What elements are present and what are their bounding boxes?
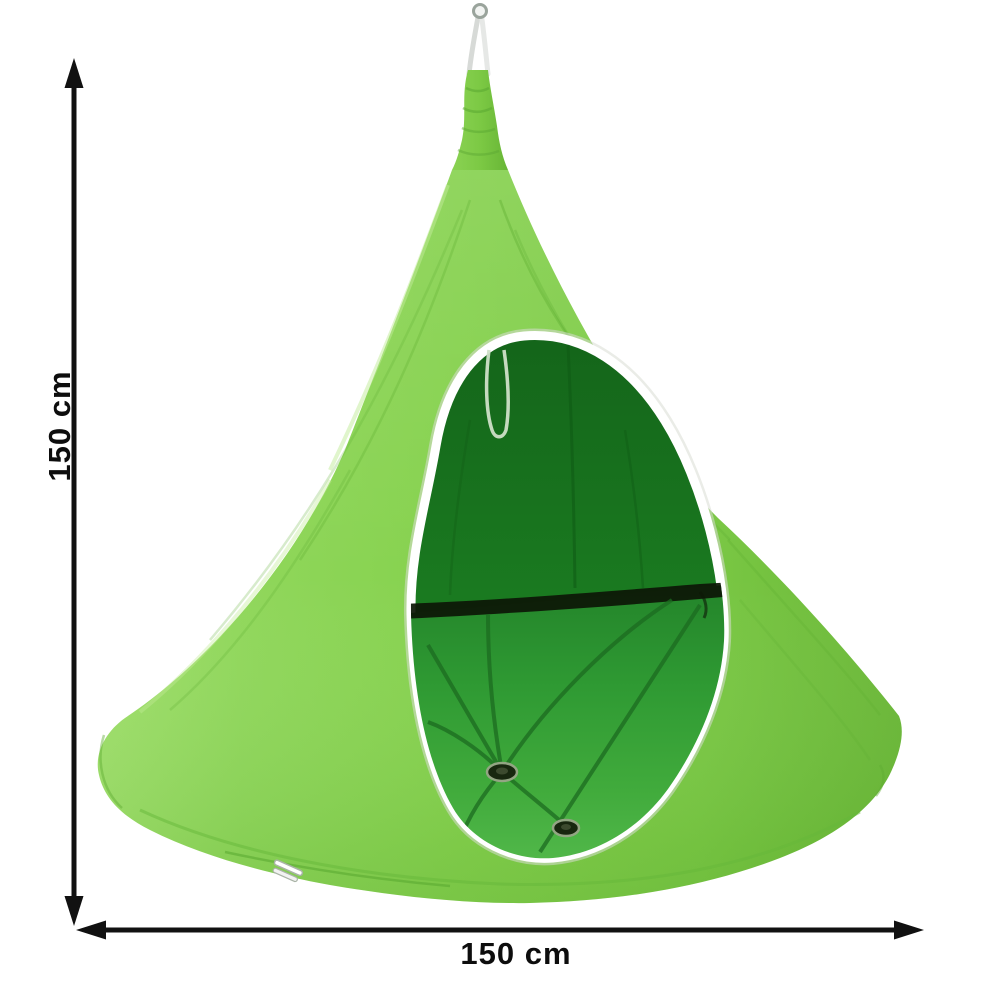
- interior-wall-seam: [623, 429, 645, 589]
- arrow-down-icon: [64, 896, 84, 926]
- height-dimension-label: 150 cm: [42, 370, 77, 481]
- arrow-right-icon: [894, 920, 924, 940]
- height-dimension: 150 cm: [42, 58, 84, 926]
- interior-floor: [410, 584, 725, 859]
- tent-entrance: [403, 328, 732, 866]
- zipper-pull-icon: [272, 859, 304, 883]
- hanging-strap: [466, 9, 491, 77]
- entrance-interior: [410, 344, 725, 859]
- width-dimension-label: 150 cm: [460, 936, 571, 971]
- arrow-up-icon: [64, 58, 84, 88]
- tent-cone-highlights: [138, 184, 450, 714]
- tent-illustration: [97, 3, 902, 904]
- grommet-icon: [485, 761, 519, 783]
- tent-apex-twist: [452, 70, 508, 170]
- interior-hanging-cord: [484, 349, 510, 439]
- width-dimension: 150 cm: [76, 920, 924, 971]
- interior-wall-seam: [448, 419, 472, 596]
- hanging-ring-icon: [472, 3, 488, 19]
- tent-rim: [139, 808, 861, 888]
- interior-shadow-band: [410, 582, 725, 619]
- interior-seam-hook: [698, 591, 708, 619]
- arrow-left-icon: [76, 920, 106, 940]
- interior-wall-seam: [566, 344, 577, 589]
- grommet-icon: [551, 818, 581, 838]
